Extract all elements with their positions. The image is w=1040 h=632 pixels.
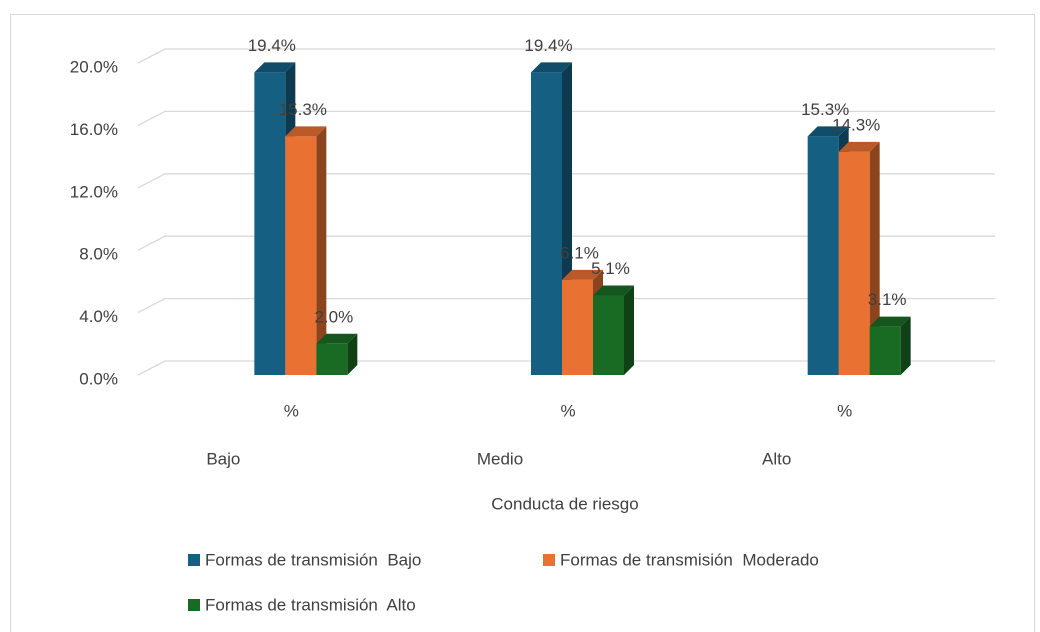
y-tick-label: 16.0% [70,120,118,139]
group-label: Bajo [206,449,240,468]
bar-front [285,136,317,375]
grid-line [137,360,995,376]
y-tick-label: 8.0% [79,245,118,264]
bar [593,285,634,375]
legend-label: Formas de transmisión Bajo [205,550,421,569]
bar-top [316,333,358,344]
y-tick-label: 20.0% [70,57,118,76]
group-label: Medio [477,449,523,468]
bar-front [254,72,286,376]
bar-top [531,62,572,73]
legend-swatch [543,554,555,566]
bar [285,126,327,375]
bar-front [807,136,839,375]
value-label: 3.1% [868,290,907,309]
y-tick-label: 4.0% [79,307,118,326]
bar-front [316,343,348,375]
grid-line [137,173,995,189]
bar-front [531,72,562,376]
legend-label: Formas de transmisión Moderado [560,550,819,569]
bar-top [869,316,911,327]
value-label: 19.4% [524,36,572,55]
value-label: 2.0% [314,307,353,326]
bar-front [593,295,624,375]
bar-top [838,141,880,152]
bar-side [624,285,634,375]
value-label: 5.1% [591,259,630,278]
x-axis-title: Conducta de riesgo [491,494,638,513]
bar [869,316,911,375]
grid-line [137,235,995,251]
bar-front [869,326,901,375]
bar-top [593,285,634,296]
bar-side [869,141,880,375]
group-label: Alto [762,449,791,468]
value-label: 15.3% [801,100,849,119]
bar-top [285,126,327,137]
bar-side [347,333,358,375]
bar-side [900,316,911,375]
value-label: 14.3% [832,115,880,134]
bar-side [316,126,327,375]
bar-front [838,151,870,375]
bar-top [562,269,603,280]
legend-label: Formas de transmisión Alto [205,595,416,614]
bar-top [807,126,849,137]
y-tick-label: 12.0% [70,182,118,201]
legend-swatch [188,554,200,566]
y-tick-label: 0.0% [79,369,118,388]
legend-swatch [188,599,200,611]
grid-line [137,48,995,64]
x-tick-label: % [837,401,852,420]
x-tick-label: % [560,401,575,420]
bar-front [562,279,593,375]
x-tick-label: % [284,401,299,420]
value-label: 15.3% [279,100,327,119]
value-label: 6.1% [560,243,599,262]
grid-line [137,297,995,314]
bar [316,333,358,375]
bar [838,141,880,375]
bar-top [254,62,296,73]
value-label: 19.4% [248,36,296,55]
grid-line [137,110,995,126]
